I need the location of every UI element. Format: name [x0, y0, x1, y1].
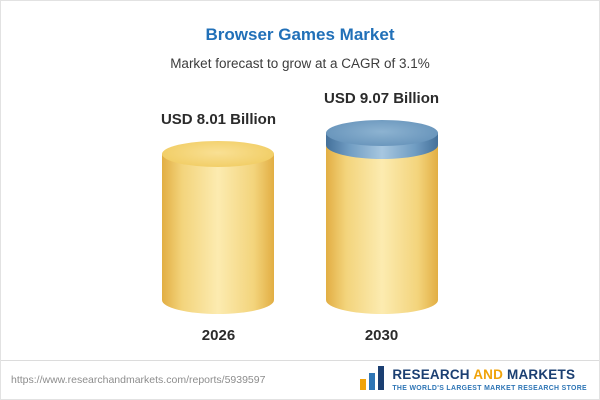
- value-label-2030: USD 9.07 Billion: [324, 90, 440, 107]
- cylinder-body: [325, 133, 438, 314]
- research-and-markets-logo-icon: [359, 365, 385, 396]
- x-tick-2026: 2026: [201, 327, 236, 344]
- logo-word-research: RESEARCH: [392, 366, 470, 382]
- chart-area: USD 8.01 Billion 2026 USD 9.07 Billion 2…: [1, 90, 599, 344]
- research-and-markets-logo: RESEARCH AND MARKETS THE WORLD'S LARGEST…: [359, 365, 587, 396]
- logo-word-markets: MARKETS: [507, 366, 576, 382]
- logo-tagline: THE WORLD'S LARGEST MARKET RESEARCH STOR…: [392, 384, 587, 392]
- cylinder-top-ellipse: [162, 141, 275, 167]
- logo-text: RESEARCH AND MARKETS THE WORLD'S LARGEST…: [392, 366, 587, 392]
- chart-subtitle: Market forecast to grow at a CAGR of 3.1…: [170, 56, 430, 71]
- bar-column-2026: USD 8.01 Billion 2026: [161, 111, 276, 344]
- cylinder-bar-2030: [325, 120, 438, 314]
- logo-wordmark: RESEARCH AND MARKETS: [392, 366, 587, 383]
- x-tick-2030: 2030: [364, 327, 399, 344]
- cylinder-top-ellipse-blue: [325, 120, 438, 146]
- source-url: https://www.researchandmarkets.com/repor…: [11, 374, 266, 386]
- page-title: Browser Games Market: [205, 25, 395, 44]
- bar-column-2030: USD 9.07 Billion 2030: [324, 90, 439, 344]
- cylinder-bar-2026: [162, 141, 275, 314]
- footer: https://www.researchandmarkets.com/repor…: [1, 360, 599, 399]
- logo-word-and: AND: [473, 366, 504, 382]
- cylinder-body: [162, 154, 275, 314]
- value-label-2026: USD 8.01 Billion: [160, 111, 276, 128]
